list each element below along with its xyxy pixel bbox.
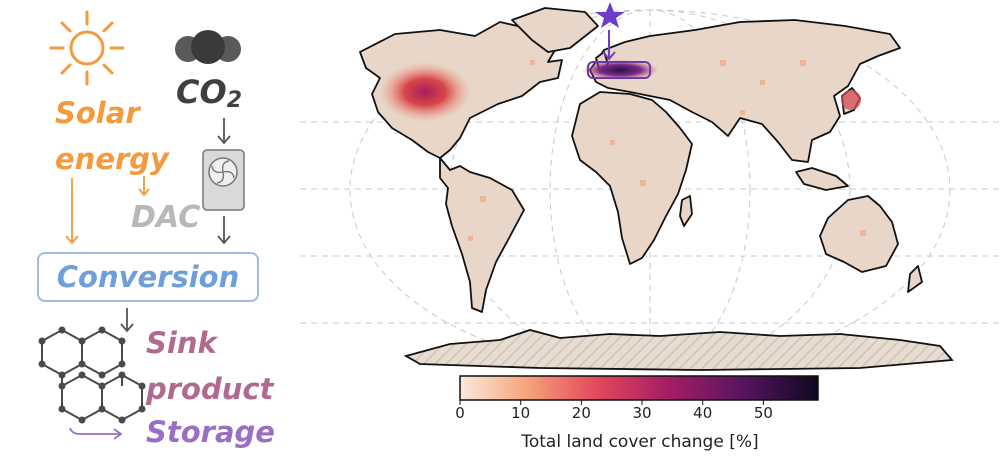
- colorbar: [459, 375, 819, 405]
- scattered-change-cells: [468, 60, 866, 241]
- sink-product-label: Sink product: [146, 326, 274, 406]
- dac-label: DAC: [131, 200, 201, 235]
- sun-icon: [49, 10, 125, 86]
- greenland-landmass: [511, 7, 599, 53]
- indonesia-landmass: [795, 167, 849, 191]
- new-zealand-landmass: [907, 265, 923, 293]
- colorbar-tick-label: 30: [632, 404, 652, 422]
- australia-landmass: [819, 195, 899, 273]
- star-arrow: [602, 30, 616, 61]
- world-map: [300, 2, 1000, 371]
- africa-landmass: [571, 91, 693, 265]
- eu-hotspot-outline: [587, 61, 651, 79]
- colorbar-tick-label: 40: [693, 404, 713, 422]
- graphene-atoms: [38, 326, 146, 424]
- antarctica-landmass: [403, 329, 954, 371]
- eu-hotspot: [582, 60, 658, 80]
- colorbar-title: Total land cover change [%]: [521, 432, 759, 452]
- solar-to-dac-arrow: [138, 176, 150, 197]
- conversion-to-sink-arrow: [120, 308, 134, 333]
- dac-to-conversion-arrow: [217, 216, 231, 245]
- co2-molecule-icon: [175, 30, 241, 64]
- conversion-box: Conversion: [37, 252, 259, 302]
- colorbar-gradient: [459, 375, 819, 401]
- storage-label: Storage: [146, 415, 275, 449]
- colorbar-tick-label: 20: [571, 404, 591, 422]
- storage-arrow: [69, 427, 123, 440]
- colorbar-tick-label: 0: [455, 404, 465, 422]
- star-marker-icon: [595, 2, 625, 28]
- madagascar-landmass: [679, 195, 693, 227]
- graphene-lattice-icon: [41, 328, 143, 422]
- dac-fan-icon: [202, 149, 245, 211]
- co2-label: CO2: [176, 73, 242, 113]
- solar-to-conversion-arrow: [65, 178, 79, 245]
- eurasia-landmass: [589, 19, 901, 163]
- japan-hotspot: [841, 90, 861, 110]
- conversion-label: Conversion: [56, 260, 240, 294]
- colorbar-tick-label: 10: [511, 404, 531, 422]
- solar-energy-label: Solar energy: [55, 96, 169, 176]
- co2-to-dac-arrow: [217, 118, 231, 145]
- colorbar-tick-label: 50: [753, 404, 773, 422]
- flow-diagram: [38, 10, 245, 440]
- south-america-landmass: [439, 157, 525, 313]
- us-hotspot: [379, 62, 471, 122]
